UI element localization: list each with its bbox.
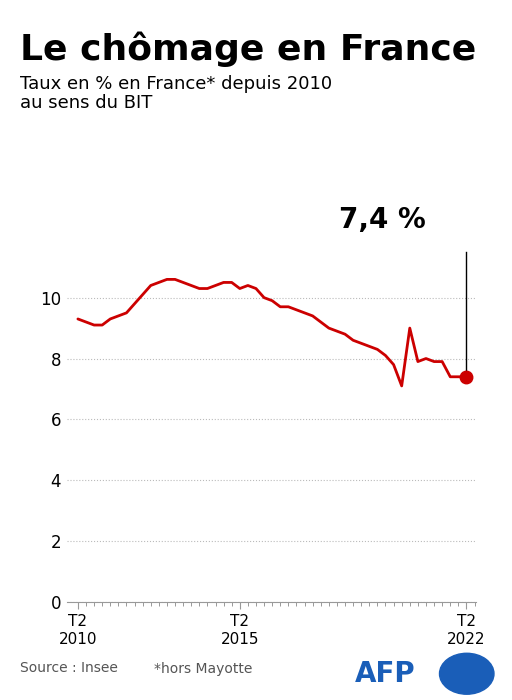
Text: 7,4 %: 7,4 % (339, 206, 425, 235)
Ellipse shape (439, 653, 494, 694)
Text: Source : Insee: Source : Insee (20, 662, 118, 676)
Text: au sens du BIT: au sens du BIT (20, 94, 153, 112)
Text: Taux en % en France* depuis 2010: Taux en % en France* depuis 2010 (20, 75, 333, 93)
Text: Le chômage en France: Le chômage en France (20, 32, 477, 67)
Text: *hors Mayotte: *hors Mayotte (154, 662, 252, 676)
Text: AFP: AFP (355, 659, 415, 687)
